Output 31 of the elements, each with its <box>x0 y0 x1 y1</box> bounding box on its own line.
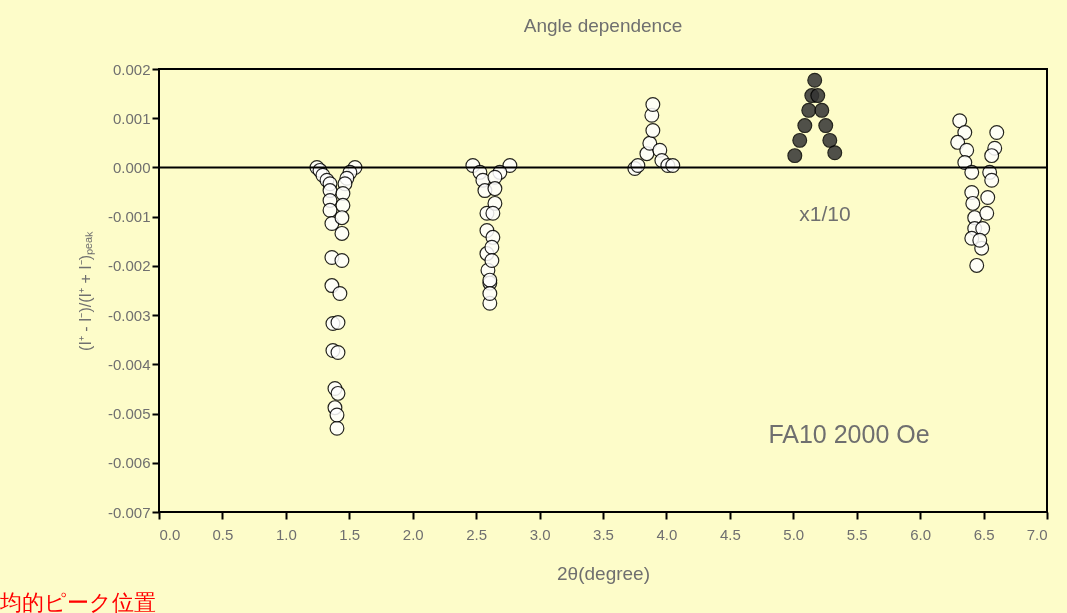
x-tick-label: 2.0 <box>402 525 424 543</box>
x-tick-label: 1.0 <box>275 525 297 543</box>
x-tick-label: 7.0 <box>1026 525 1048 543</box>
x-tick-label: 1.5 <box>339 525 361 543</box>
x-tick-label: 4.0 <box>656 525 678 543</box>
y-tick-label: 0.002 <box>112 60 151 78</box>
x-tick-label: 0.0 <box>159 525 181 543</box>
y-tick-label: -0.006 <box>107 454 151 472</box>
y-tick-label: -0.007 <box>107 503 151 521</box>
x-tick-label: 6.5 <box>973 525 995 543</box>
y-tick-label: 0.000 <box>112 158 151 176</box>
x-tick-label: 3.5 <box>593 525 614 543</box>
y-tick-label: 0.001 <box>112 109 151 127</box>
y-tick-label: -0.003 <box>107 306 151 324</box>
annotation: FA10 2000 Oe <box>768 420 930 448</box>
text: 均的ピーク位置 <box>0 590 156 613</box>
x-tick-label: 0.5 <box>212 525 234 543</box>
x-axis-title: 2θ(degree) <box>557 562 650 584</box>
x-tick-label: 2.5 <box>466 525 488 543</box>
x-tick-label: 4.5 <box>719 525 741 543</box>
y-tick-label: -0.005 <box>107 405 151 423</box>
annotation: x1/10 <box>799 202 851 225</box>
x-tick-label: 5.5 <box>846 525 868 543</box>
x-tick-label: 6.0 <box>910 525 932 543</box>
x-tick-label: 3.0 <box>529 525 551 543</box>
x-tick-label: 5.0 <box>783 525 805 543</box>
y-tick-label: -0.001 <box>107 208 151 226</box>
y-tick-label: -0.002 <box>107 257 151 275</box>
y-tick-label: -0.004 <box>107 355 151 373</box>
chart-title: Angle dependence <box>523 15 683 36</box>
y-axis-title: (I⁺ - I⁻)/(I⁺ + I⁻)ₚₑₐₖ <box>76 231 95 351</box>
